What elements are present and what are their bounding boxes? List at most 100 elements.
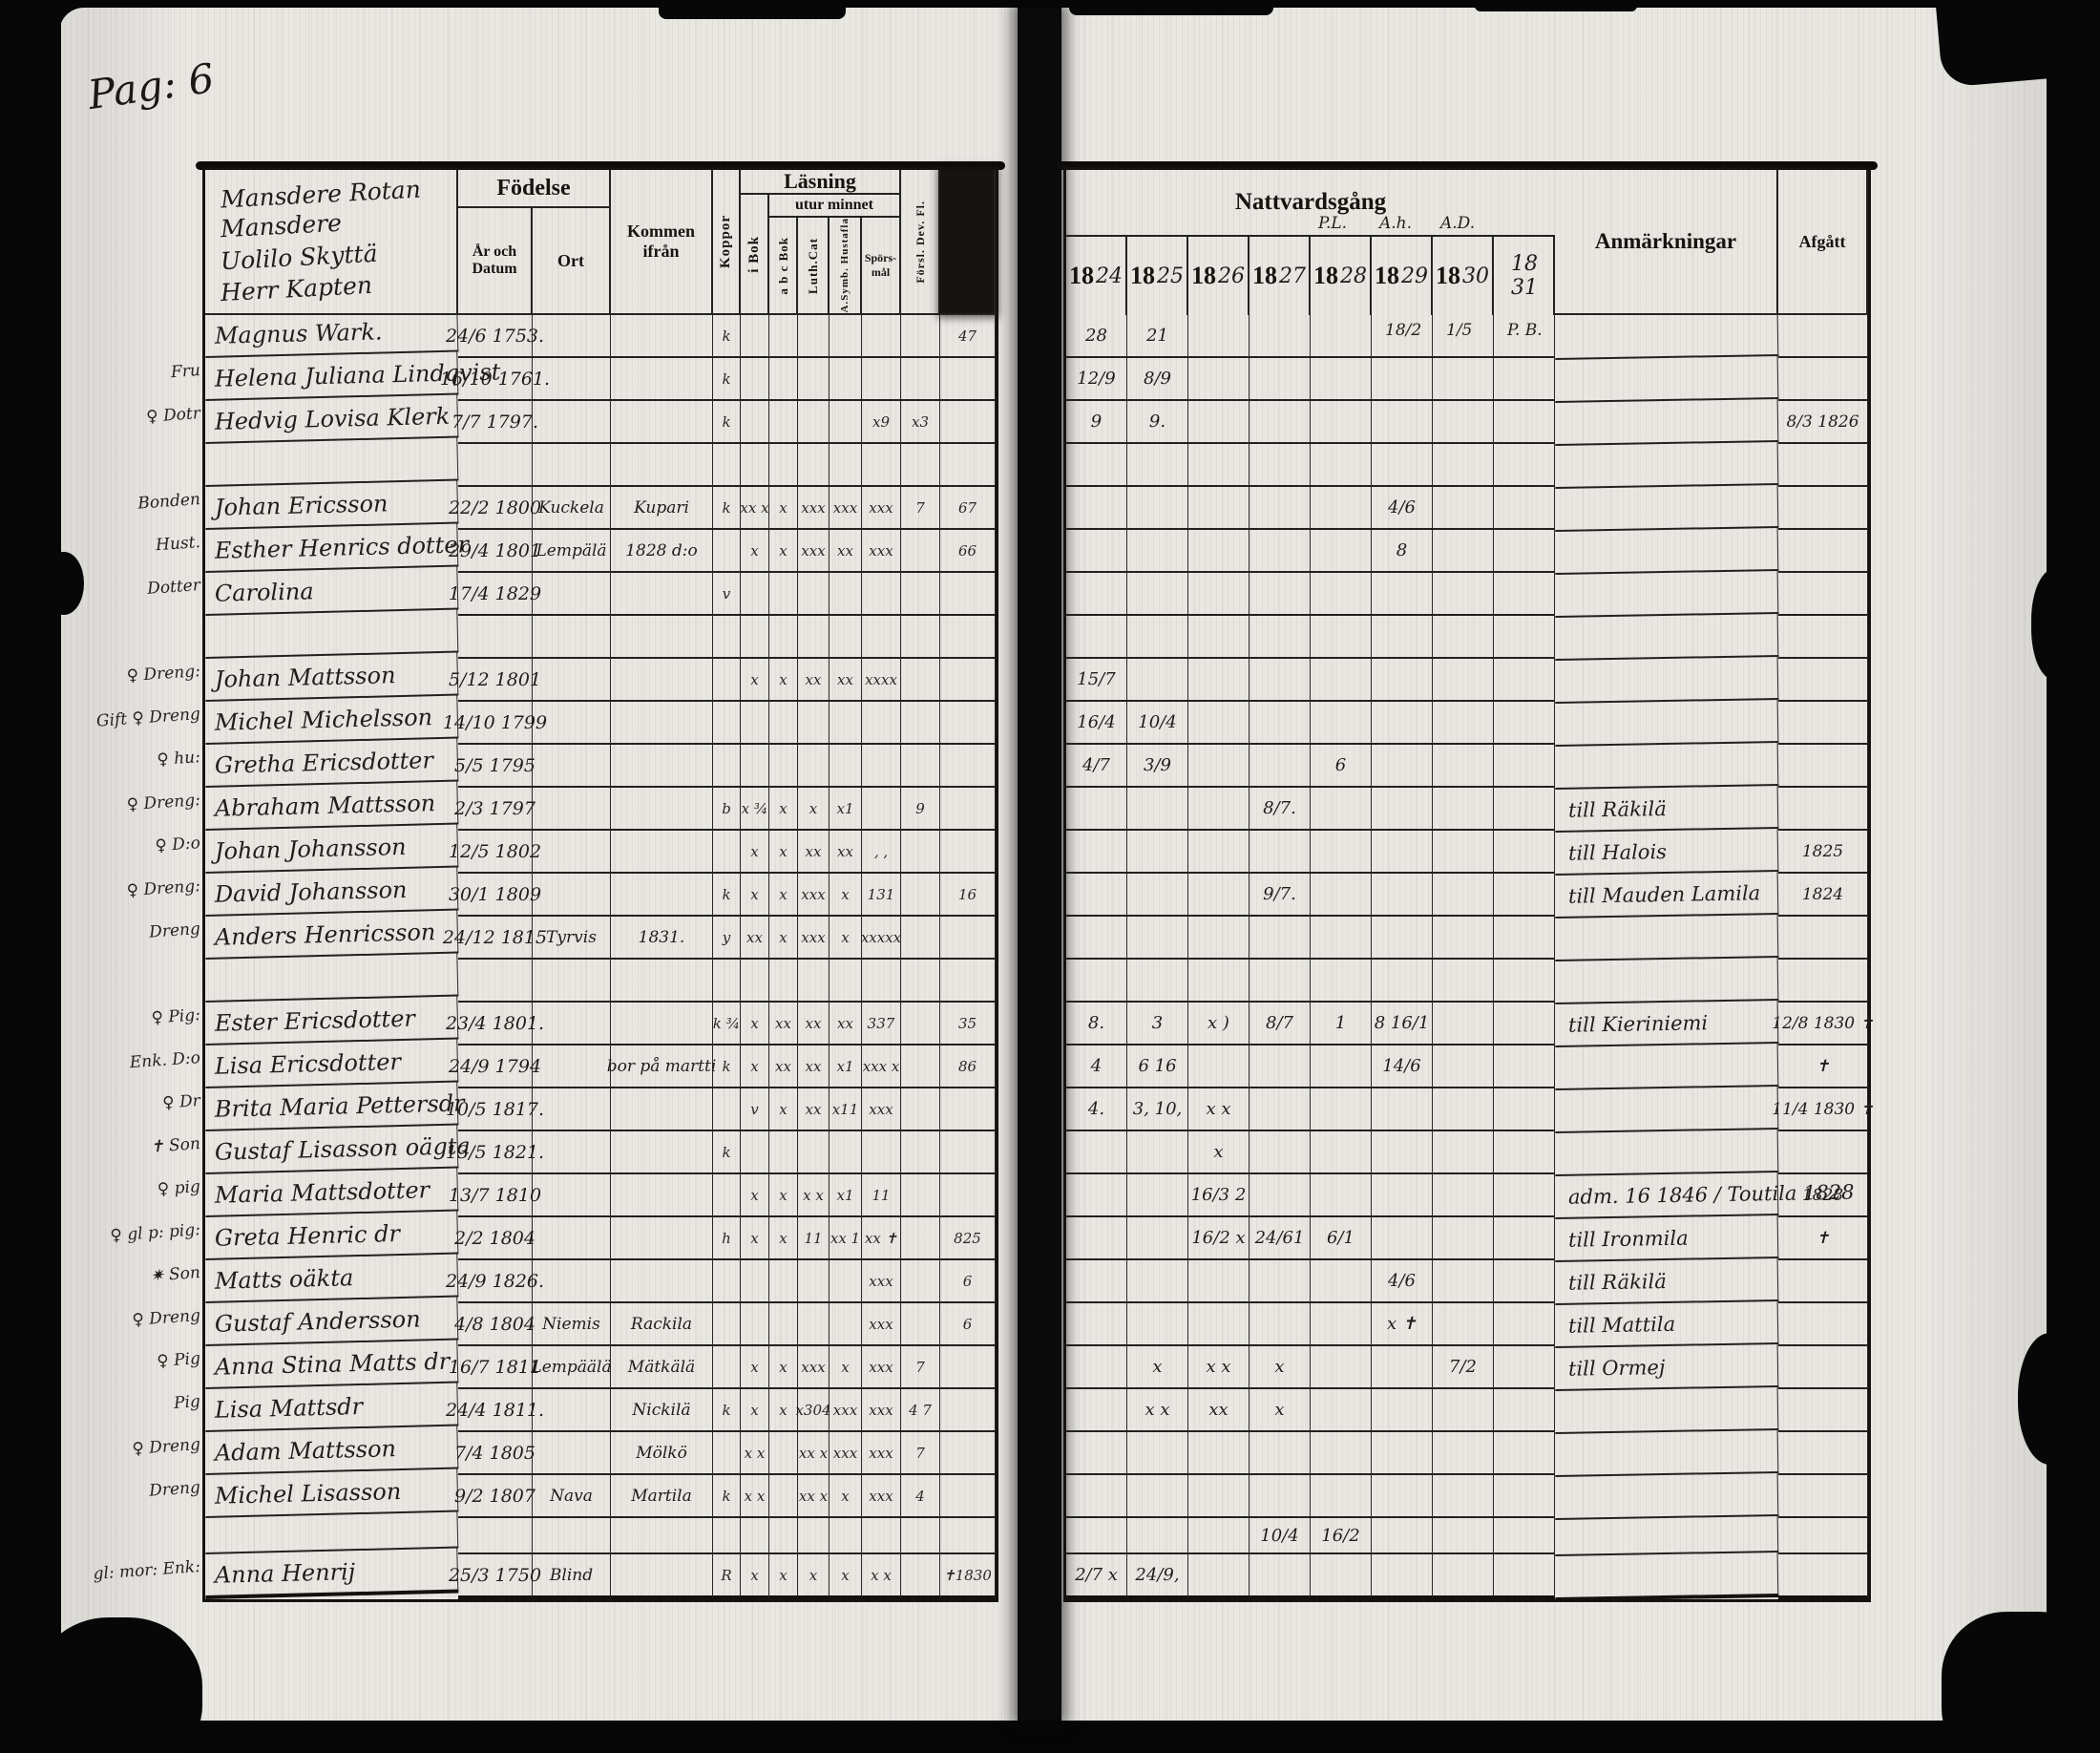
cell-kommen-ifran: 1831. — [611, 917, 713, 960]
cell-nv-1830 — [1433, 530, 1494, 573]
cell-abcbok-mark — [769, 1432, 798, 1475]
cell-nv-1825: 10/4 — [1127, 702, 1188, 745]
cell-anmarkning — [1554, 613, 1779, 662]
cell-kommen-ifran — [611, 616, 713, 659]
cell-luthcat-mark: xxx — [798, 874, 830, 917]
cell-koppor-mark: k — [713, 315, 741, 358]
cell-nv-1825: 3/9 — [1127, 745, 1188, 788]
cell-hustafla-mark — [830, 444, 862, 487]
cell-name — [204, 953, 459, 1003]
cell-abcbok-mark: x — [769, 1389, 798, 1432]
cell-anmarkning — [1554, 527, 1779, 576]
cell-luthcat-mark — [798, 401, 830, 444]
cell-nv-1827 — [1250, 1432, 1311, 1475]
cell-nv-1831 — [1494, 788, 1555, 831]
ledger-row: Michel Michelsson 14/10 1799 — [204, 695, 996, 745]
cell-birthplace — [533, 358, 611, 401]
header-ort: Ort — [533, 208, 611, 315]
cell-kommen-ifran — [611, 1003, 713, 1045]
cell-nv-1831 — [1494, 745, 1555, 788]
cell-kommen-ifran — [611, 702, 713, 745]
cell-hustafla-mark: x — [830, 874, 862, 917]
cell-nv-1827: 8/7 — [1250, 1003, 1311, 1045]
cell-nv-1826: 16/2 x — [1188, 1217, 1250, 1260]
cell-birthdate: 17/4 1829 — [449, 573, 541, 616]
cell-nv-1824: 15/7 — [1066, 659, 1127, 702]
ledger-row: Helena Juliana Lindqvist 16/10 1761. k — [204, 351, 996, 401]
cell-kommen-ifran — [611, 1174, 713, 1217]
cell-forsl-mark — [901, 1045, 940, 1088]
cell-kommen-ifran — [611, 1131, 713, 1174]
cell-birthdate: 10/5 1817. — [446, 1088, 544, 1131]
cell-sporsmal-mark: xx ✝ — [862, 1217, 901, 1260]
cell-nv-1825 — [1127, 960, 1188, 1003]
cell-nv-1826: x x — [1188, 1088, 1250, 1131]
cell-forsl-mark: 7 — [901, 1432, 940, 1475]
cell-forsl-mark — [901, 960, 940, 1003]
cell-luthcat-mark — [798, 616, 830, 659]
cell-luthcat-mark: 11 — [798, 1217, 830, 1260]
cell-nv-1827 — [1250, 1303, 1311, 1346]
cell-nv-1826 — [1188, 616, 1250, 659]
cell-hustafla-mark: xx — [830, 1003, 862, 1045]
cell-nv-1828 — [1311, 487, 1372, 530]
cell-nv-1830 — [1433, 487, 1494, 530]
header-i-bok: i Bok — [741, 195, 769, 315]
cell-nv-1828 — [1311, 702, 1372, 745]
cell-luthcat-mark — [798, 358, 830, 401]
cell-afgatt — [1778, 315, 1868, 358]
cell-ibok-mark — [741, 1518, 769, 1554]
cell-name: Ester Ericsdotter — [204, 996, 459, 1045]
cell-ibok-mark: x — [741, 1346, 769, 1389]
cell-nv-1827 — [1250, 1260, 1311, 1303]
header-nattvardsgang: Nattvardsgång — [1066, 170, 1555, 237]
cell-nv-1827 — [1250, 1045, 1311, 1088]
ledger-row: Lisa Mattsdr 24/4 1811. Nickilä k x x x304 xxx x… — [204, 1383, 996, 1432]
cell-birthdate: 24/12 1815 — [443, 917, 547, 960]
cell-nv-1827: 10/4 — [1250, 1518, 1311, 1554]
cell-nv-1827: 8/7. — [1250, 788, 1311, 831]
cell-nv-1824 — [1066, 1260, 1127, 1303]
cell-nv-1829 — [1372, 917, 1433, 960]
cell-nv-1825 — [1127, 831, 1188, 874]
ledger-row: Gustaf Lisasson oägta 13/5 1821. k — [204, 1125, 996, 1174]
cell-abcbok-mark: x — [769, 1554, 798, 1599]
year-sub-note: P. B. — [1507, 321, 1543, 340]
cell-birthplace — [533, 315, 611, 358]
ledger-row: Ester Ericsdotter 23/4 1801. k ¾ x xx xx xx 337… — [204, 996, 996, 1045]
cell-notes-mark: 825 — [940, 1217, 996, 1260]
cell-nv-1828 — [1311, 1174, 1372, 1217]
household-title-line: Herr Kapten — [220, 271, 373, 307]
cell-name — [204, 1511, 459, 1554]
cell-anmarkning: till Mauden Lamila — [1554, 871, 1779, 919]
cell-birthplace — [533, 745, 611, 788]
cell-nv-1824 — [1066, 1475, 1127, 1518]
cell-anmarkning — [1554, 355, 1779, 404]
cell-nv-1829: x ✝ — [1372, 1303, 1433, 1346]
cell-koppor-mark: k — [713, 874, 741, 917]
cell-nv-1828 — [1311, 616, 1372, 659]
ledger-row: 16/4 10/4 — [1066, 699, 1868, 748]
cell-birthdate: 2/3 1797 — [454, 788, 536, 831]
cell-nv-1825 — [1127, 917, 1188, 960]
cell-nv-1824 — [1066, 874, 1127, 917]
cell-nv-1829: 14/6 — [1372, 1045, 1433, 1088]
cell-luthcat-mark: xx — [798, 1003, 830, 1045]
cell-nv-1824: 12/9 — [1066, 358, 1127, 401]
cell-anmarkning: till Ironmila — [1554, 1214, 1779, 1263]
cell-nv-1829 — [1372, 1217, 1433, 1260]
cell-anmarkning — [1554, 656, 1779, 705]
ledger-row: 4/6 till Räkilä — [1066, 1257, 1868, 1306]
cell-nv-1825 — [1127, 1475, 1188, 1518]
cell-sporsmal-mark: , , — [862, 831, 901, 874]
cell-birthplace — [533, 788, 611, 831]
cell-hustafla-mark: x11 — [830, 1088, 862, 1131]
cell-nv-1827 — [1250, 573, 1311, 616]
cell-notes-mark: 16 — [940, 874, 996, 917]
cell-koppor-mark: k — [713, 1131, 741, 1174]
cell-nv-1828 — [1311, 831, 1372, 874]
cell-luthcat-mark: xx — [798, 659, 830, 702]
cell-birthdate: 16/10 1761. — [440, 358, 550, 401]
header-sporsmal: Spörs-mål — [862, 218, 901, 315]
cell-birthplace — [533, 444, 611, 487]
